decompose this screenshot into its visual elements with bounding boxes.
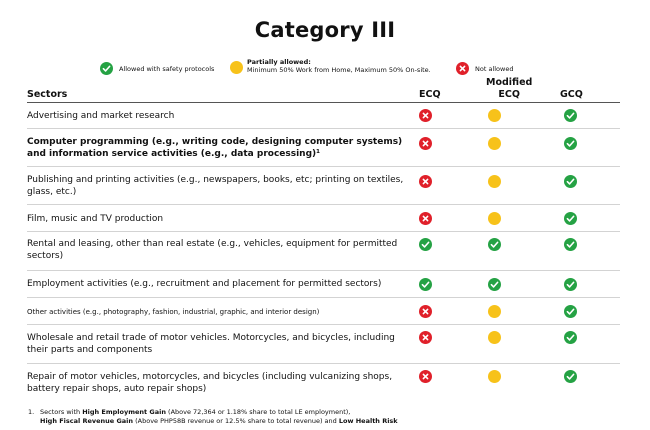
table-row: Computer programming (e.g., writing code… <box>27 129 620 167</box>
table-row: Other activities (e.g., photography, fas… <box>27 298 620 325</box>
row-divider <box>27 231 620 232</box>
ecq-status-icon <box>419 278 432 291</box>
mecq-status-icon <box>488 175 501 188</box>
row-label: Publishing and printing activities (e.g.… <box>27 175 404 197</box>
x-icon <box>456 62 469 75</box>
mecq-status-icon <box>488 331 501 344</box>
footnote-text-2a: High Fiscal Revenue Gain <box>40 417 134 425</box>
footnote-text-1a: Sectors with <box>40 408 83 416</box>
mecq-status-icon <box>488 212 501 225</box>
footnote-number: 1. <box>28 408 35 416</box>
gcq-status-icon <box>564 109 577 122</box>
header-sectors: Sectors <box>27 89 68 100</box>
row-label: Employment activities (e.g., recruitment… <box>27 279 382 289</box>
check-icon <box>100 62 113 75</box>
table-row: Employment activities (e.g., recruitment… <box>27 271 620 298</box>
table-row: Wholesale and retail trade of motor vehi… <box>27 325 620 364</box>
row-label: Repair of motor vehicles, motorcycles, a… <box>27 372 393 394</box>
row-label: Film, music and TV production <box>27 214 164 224</box>
footnote-text-1b: High Employment Gain <box>82 408 166 416</box>
table-row: Film, music and TV production <box>27 205 620 232</box>
mecq-status-icon <box>488 278 501 291</box>
table-row: Advertising and market research <box>27 103 620 129</box>
row-divider <box>27 166 620 167</box>
mecq-status-icon <box>488 109 501 122</box>
row-label: Advertising and market research <box>27 111 175 121</box>
row-divider <box>27 128 620 129</box>
mecq-status-icon <box>488 238 501 251</box>
mecq-status-icon <box>488 305 501 318</box>
table-row: Rental and leasing, other than real esta… <box>27 232 620 271</box>
header-mecq: Modified ECQ <box>486 77 532 101</box>
ecq-status-icon <box>419 109 432 122</box>
gcq-status-icon <box>564 137 577 150</box>
row-divider <box>27 324 620 325</box>
ecq-status-icon <box>419 175 432 188</box>
ecq-status-icon <box>419 305 432 318</box>
ecq-status-icon <box>419 212 432 225</box>
legend-allowed-label: Allowed with safety protocols <box>119 65 215 73</box>
header-ecq: ECQ <box>419 89 441 100</box>
gcq-status-icon <box>564 278 577 291</box>
page-title: Category III <box>254 18 396 42</box>
gcq-status-icon <box>564 212 577 225</box>
row-label: Rental and leasing, other than real esta… <box>27 239 398 261</box>
partial-dot-icon <box>230 61 243 74</box>
mecq-status-icon <box>488 137 501 150</box>
gcq-status-icon <box>564 370 577 383</box>
header-divider <box>27 102 620 103</box>
footnote-text-2c: Low Health Risk <box>338 417 398 425</box>
row-divider <box>27 297 620 298</box>
ecq-status-icon <box>419 370 432 383</box>
row-divider <box>27 363 620 364</box>
row-divider <box>27 270 620 271</box>
gcq-status-icon <box>564 238 577 251</box>
row-label: Other activities (e.g., photography, fas… <box>27 308 320 316</box>
gcq-status-icon <box>564 331 577 344</box>
legend-partial-label: Partially allowed: Minimum 50% Work from… <box>247 58 431 74</box>
row-label: Computer programming (e.g., writing code… <box>27 137 403 159</box>
ecq-status-icon <box>419 137 432 150</box>
ecq-status-icon <box>419 331 432 344</box>
row-divider <box>27 204 620 205</box>
footnote-text-1c: (Above 72,364 or 1.18% share to total LE… <box>165 408 351 416</box>
legend-partial-title: Partially allowed: <box>247 58 311 66</box>
table-row: Repair of motor vehicles, motorcycles, a… <box>27 364 620 402</box>
table-row: Publishing and printing activities (e.g.… <box>27 167 620 205</box>
footnote-text-2b: (Above PHP58B revenue or 12.5% share to … <box>133 417 339 425</box>
legend-not-allowed-label: Not allowed <box>475 65 514 73</box>
legend-partial-detail: Minimum 50% Work from Home, Maximum 50% … <box>247 66 431 74</box>
mecq-status-icon <box>488 370 501 383</box>
gcq-status-icon <box>564 175 577 188</box>
ecq-status-icon <box>419 238 432 251</box>
header-gcq: GCQ <box>560 89 583 100</box>
header-mecq-line2: ECQ <box>498 89 520 100</box>
row-label: Wholesale and retail trade of motor vehi… <box>27 333 395 355</box>
legend: Allowed with safety protocols Partially … <box>0 56 650 80</box>
gcq-status-icon <box>564 305 577 318</box>
header-mecq-line1: Modified <box>486 77 533 88</box>
footnote: 1. Sectors with High Employment Gain (Abo… <box>28 408 398 426</box>
